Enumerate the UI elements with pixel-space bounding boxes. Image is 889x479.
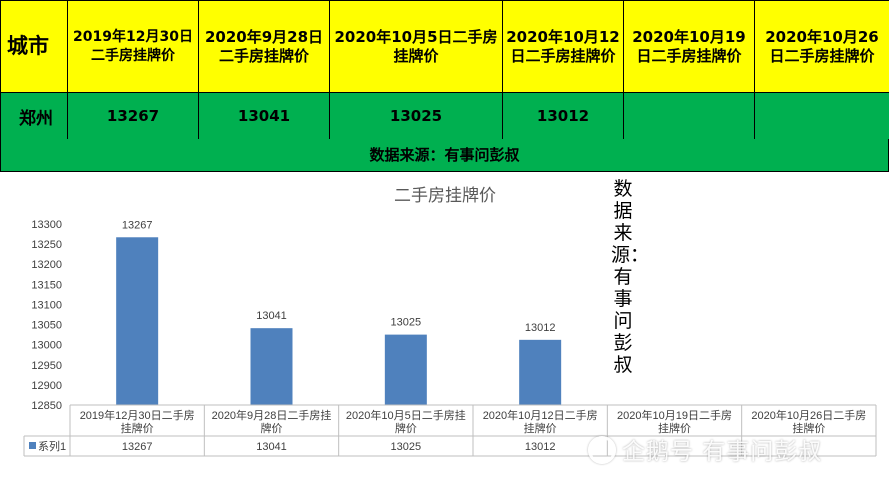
- chart-title: 二手房挂牌价: [394, 186, 496, 205]
- bar: [250, 328, 293, 405]
- data-label: 13267: [122, 219, 153, 231]
- table-header-row: 城市 2019年12月30日二手房挂牌价 2020年9月28日二手房挂牌价 20…: [0, 0, 889, 93]
- category-label: 挂牌价: [524, 421, 557, 435]
- price-cell: 13267: [67, 92, 199, 140]
- data-label: 13025: [391, 317, 422, 329]
- price-table: 城市 2019年12月30日二手房挂牌价 2020年9月28日二手房挂牌价 20…: [0, 0, 889, 140]
- price-cell: 13012: [502, 92, 624, 140]
- y-tick-label: 13300: [31, 219, 62, 231]
- category-label: 2020年10月12日二手房: [483, 408, 598, 422]
- data-source-banner: 数据来源：有事问彭叔: [0, 139, 889, 172]
- bar-chart: 二手房挂牌价 12850 12900 12950 13000 13050 13100 1315…: [23, 186, 877, 457]
- price-cell: 13025: [329, 92, 503, 140]
- date-header-cell: 2020年10月12日二手房挂牌价: [502, 0, 624, 93]
- data-table-value: 13025: [391, 441, 422, 453]
- price-cell: 13041: [198, 92, 330, 140]
- category-label: 2020年10月5日二手房挂: [346, 408, 466, 422]
- category-label: 2020年9月28日二手房挂: [212, 408, 332, 422]
- date-header-cell: 2019年12月30日二手房挂牌价: [67, 0, 199, 93]
- date-header-cell: 2020年9月28日二手房挂牌价: [198, 0, 330, 93]
- category-label: 2020年10月19日二手房: [617, 408, 732, 422]
- legend-swatch: [29, 442, 36, 449]
- legend-series-name: 系列1: [38, 439, 66, 453]
- data-table-value: 13012: [525, 441, 556, 453]
- bar: [384, 334, 427, 405]
- data-table-value: 13041: [256, 441, 287, 453]
- penguin-logo-icon: [588, 436, 616, 464]
- price-cell: [754, 92, 889, 140]
- category-label: 牌价: [261, 421, 283, 435]
- date-header-cell: 2020年10月5日二手房挂牌价: [329, 0, 503, 93]
- date-header-cell: 2020年10月26日二手房挂牌价: [754, 0, 889, 93]
- city-header-cell: 城市: [0, 0, 68, 93]
- y-tick-label: 12900: [31, 380, 62, 392]
- y-tick-label: 13050: [31, 320, 62, 332]
- data-table-value: 13267: [122, 441, 153, 453]
- bar: [519, 339, 562, 405]
- category-label: 2019年12月30日二手房: [80, 408, 195, 422]
- y-tick-label: 13000: [31, 340, 62, 352]
- y-tick-label: 13200: [31, 259, 62, 271]
- data-label: 13012: [525, 322, 556, 334]
- y-tick-label: 13100: [31, 299, 62, 311]
- category-label: 挂牌价: [121, 421, 154, 435]
- city-cell: 郑州: [0, 92, 68, 140]
- category-label: 2020年10月26日二手房: [751, 408, 866, 422]
- y-tick-label: 12850: [31, 400, 62, 412]
- category-label: 挂牌价: [658, 421, 691, 435]
- category-label: 挂牌价: [792, 421, 825, 435]
- category-label: 牌价: [395, 421, 417, 435]
- date-header-cell: 2020年10月19日二手房挂牌价: [623, 0, 755, 93]
- table-row: 郑州 13267 13041 13025 13012: [0, 92, 889, 140]
- vertical-source-note: 数据来源：有事问彭叔: [611, 178, 650, 376]
- watermark-text: 企鹅号 有事问彭叔: [622, 439, 823, 465]
- price-cell: [623, 92, 755, 140]
- bar: [116, 237, 159, 405]
- y-tick-label: 13250: [31, 239, 62, 251]
- watermark: 企鹅号 有事问彭叔: [588, 432, 822, 466]
- y-tick-label: 12950: [31, 360, 62, 372]
- data-label: 13041: [256, 310, 287, 322]
- y-tick-label: 13150: [31, 279, 62, 291]
- chart-area: 二手房挂牌价 12850 12900 12950 13000 13050 13100 1315…: [0, 172, 889, 479]
